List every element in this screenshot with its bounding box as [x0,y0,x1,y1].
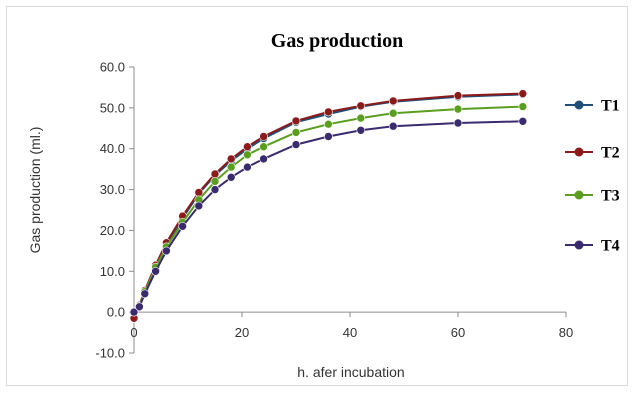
data-point [243,162,252,172]
data-point [226,173,236,182]
legend: T1 T2 T3 T4 [565,98,620,255]
legend-label: T1 [601,98,620,115]
legend-item-t3: T3 [565,188,620,205]
data-point [259,154,268,164]
data-point [291,140,301,149]
legend-label: T2 [601,145,620,162]
y-tick-label: 0.0 [107,305,125,320]
data-point [259,132,268,141]
series-t4 [129,117,528,317]
data-point [453,91,463,100]
x-tick-label: 20 [235,325,249,340]
data-point [356,113,366,123]
legend-item-t2: T2 [565,145,620,162]
x-axis-label: h. afer incubation [297,364,404,380]
data-point [324,132,333,141]
data-point [210,185,220,194]
x-tick-label: 0 [130,325,137,340]
data-point [324,107,333,117]
legend-item-t1: T1 [565,98,620,115]
data-point [151,266,160,276]
data-point [356,126,366,135]
data-point [518,102,528,111]
data-point [453,118,463,128]
data-point [243,142,252,151]
data-point [194,201,204,211]
y-axis-label: Gas production (ml.) [27,127,43,254]
data-point [178,222,187,231]
x-tick-label: 40 [343,325,357,340]
y-tick-label: 20.0 [100,223,125,238]
x-tick-label: 60 [451,325,465,340]
x-tick-label: 80 [559,325,573,340]
chart-frame [6,6,628,386]
data-point [453,104,463,114]
y-tick-label: 10.0 [100,264,125,279]
data-point [259,142,268,151]
data-point [291,128,301,137]
data-point [210,177,220,186]
data-point [226,154,236,164]
legend-swatch-marker [574,240,584,250]
data-point [388,108,398,118]
data-point [388,121,398,131]
legend-swatch-marker [574,100,584,110]
data-point [518,117,528,126]
data-point [135,302,144,312]
data-point [324,119,333,129]
legend-label: T3 [601,188,620,205]
axes: -10.0 0.0 10.0 20.0 30.0 40.0 50.0 60.0 0 20 40 60 8… [95,60,573,361]
series-layer [129,89,528,323]
data-point [140,289,150,299]
data-point [162,246,171,256]
legend-swatch-marker [574,147,584,157]
series-line-t4 [133,120,523,313]
y-tick-label: 30.0 [100,182,125,197]
y-tick-label: 50.0 [100,100,125,115]
data-point [129,307,139,317]
legend-item-t4: T4 [565,238,620,255]
legend-swatch-marker [574,190,584,200]
y-tick-label: 40.0 [100,141,125,156]
y-tick-label: -10.0 [95,346,125,361]
data-point [291,116,301,126]
legend-label: T4 [601,238,620,255]
data-point [518,89,528,98]
data-point [210,169,220,179]
data-point [243,150,252,160]
data-point [226,162,236,172]
data-point [356,101,366,111]
data-point [388,96,398,106]
y-tick-label: 60.0 [100,60,125,75]
chart-title: Gas production [271,30,403,52]
